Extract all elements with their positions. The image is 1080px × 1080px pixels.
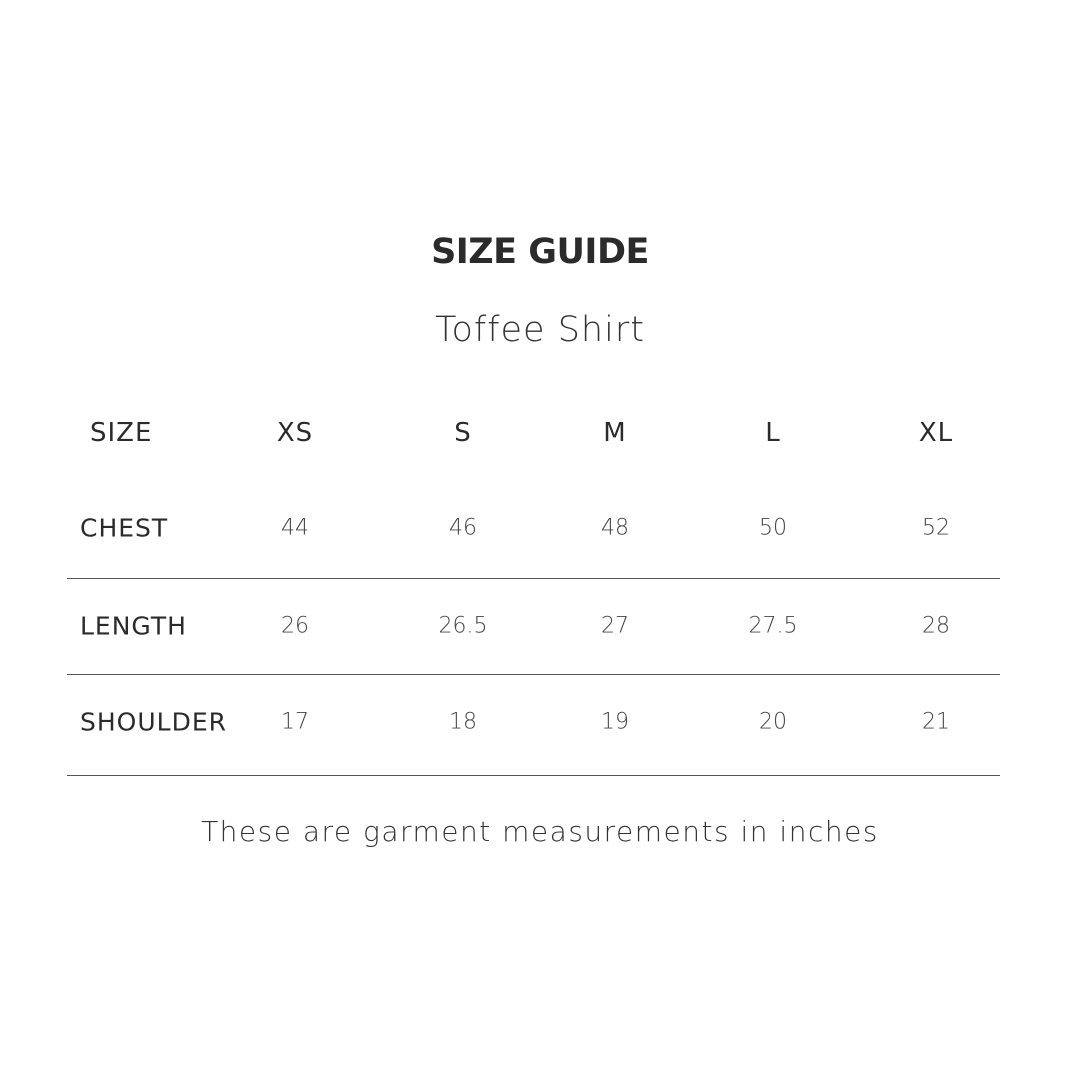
table-cell: 44 [281,515,309,541]
table-cell: 26 [281,613,309,639]
row-divider [67,578,1000,579]
table-cell: 46 [449,515,477,541]
measurement-note: These are garment measurements in inches [201,815,879,848]
row-label: SHOULDER [80,707,227,737]
page-title: SIZE GUIDE [431,232,649,272]
table-cell: 26.5 [438,613,488,639]
table-cell: 27.5 [748,613,798,639]
size-header: XL [918,418,954,448]
table-cell: 18 [449,709,477,735]
table-cell: 48 [601,515,629,541]
size-header: S [454,418,472,448]
table-cell: 21 [922,709,950,735]
size-header: M [603,418,627,448]
product-name: Toffee Shirt [435,310,645,350]
header-label: SIZE [90,418,153,448]
table-cell: 50 [759,515,787,541]
size-header: XS [276,418,314,448]
table-cell: 20 [759,709,787,735]
table-cell: 52 [922,515,950,541]
row-label: CHEST [80,513,169,543]
table-cell: 17 [281,709,309,735]
table-cell: 27 [601,613,629,639]
table-cell: 28 [922,613,950,639]
row-divider [67,775,1000,776]
row-divider [67,674,1000,675]
row-label: LENGTH [80,611,187,641]
table-cell: 19 [601,709,629,735]
size-header: L [765,418,781,448]
